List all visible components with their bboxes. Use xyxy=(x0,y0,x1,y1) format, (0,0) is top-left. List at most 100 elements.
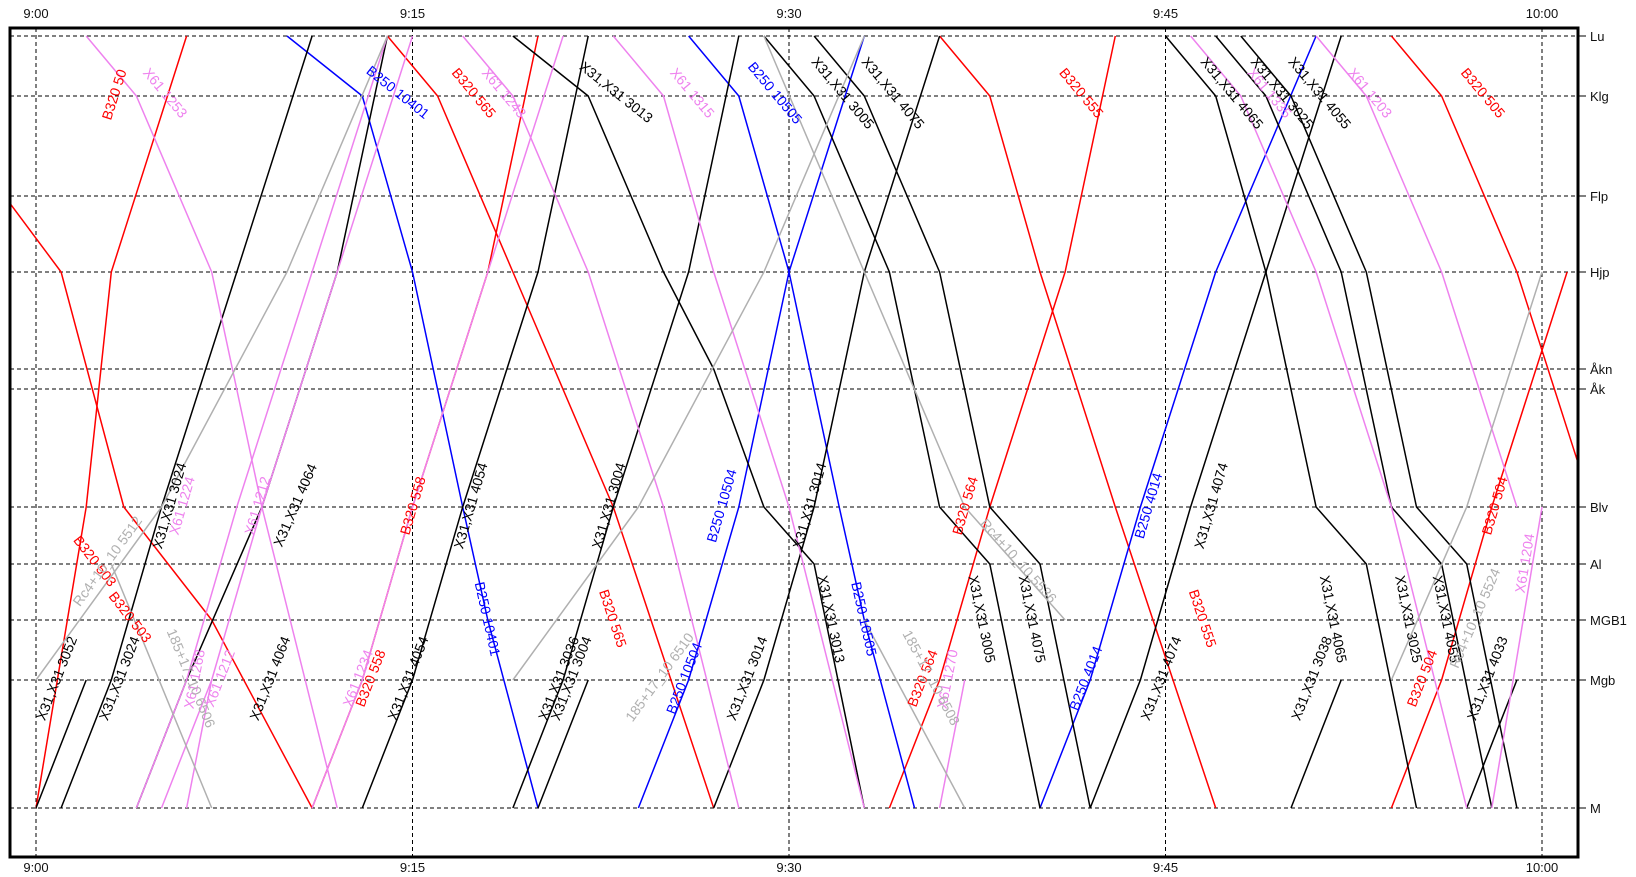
train-path xyxy=(135,35,389,809)
train-path xyxy=(11,203,313,809)
train-path xyxy=(939,35,1217,809)
x-tick-label-top: 9:30 xyxy=(776,6,801,21)
train-path xyxy=(1290,679,1342,809)
train-path xyxy=(512,35,865,681)
train-path xyxy=(1039,35,1317,809)
train-label: X61 1315 xyxy=(667,65,718,121)
x-tick-label-top: 9:45 xyxy=(1153,6,1178,21)
x-tick-label-bottom: 9:45 xyxy=(1153,860,1178,875)
train-label: X31,X31 3013 xyxy=(815,574,849,664)
train-path xyxy=(110,563,213,809)
train-path xyxy=(286,35,539,809)
station-label: Klg xyxy=(1590,89,1609,104)
station-label: Al xyxy=(1590,557,1602,572)
plot-frame xyxy=(8,26,1580,859)
grid xyxy=(10,28,1578,857)
x-tick-label-bottom: 9:15 xyxy=(400,860,425,875)
train-path xyxy=(35,35,389,681)
train-label: B250 4014 xyxy=(1066,644,1106,713)
train-label: X31,X31 4054 xyxy=(384,634,431,723)
x-tick-label-top: 10:00 xyxy=(1526,6,1559,21)
station-label: Flp xyxy=(1590,189,1608,204)
train-path xyxy=(85,35,338,809)
x-tick-label-top: 9:00 xyxy=(23,6,48,21)
train-label: X31,X31 3025 xyxy=(1392,574,1426,664)
train-label: X31,X31 3024 xyxy=(96,634,143,723)
train-label: B250 10401 xyxy=(472,580,504,657)
train-label: B320 558 xyxy=(397,474,429,536)
station-label: Åk xyxy=(1590,382,1606,397)
train-label: X61 1253 xyxy=(140,65,191,121)
train-label: B250 10401 xyxy=(363,62,432,122)
train-path xyxy=(160,35,414,809)
station-label: Hjp xyxy=(1590,265,1610,280)
train-path xyxy=(1390,271,1568,809)
station-label: Blv xyxy=(1590,500,1609,515)
train-label: X31,X31 4064 xyxy=(270,461,320,549)
train-label: B320 505 xyxy=(1458,65,1509,121)
train-label: B320 555 xyxy=(1056,65,1107,121)
train-path xyxy=(185,679,213,809)
train-label: X31,X31 3014 xyxy=(789,461,829,551)
train-path xyxy=(462,35,740,809)
train-label: B320 564 xyxy=(949,474,981,536)
station-label: Åkn xyxy=(1590,362,1612,377)
train-path xyxy=(1315,35,1518,508)
train-paths xyxy=(11,35,1577,809)
train-path xyxy=(1466,679,1518,809)
train-label: X31,X31 3038 xyxy=(1288,634,1335,723)
train-path xyxy=(35,679,87,809)
train-path xyxy=(713,35,941,809)
train-label: B250 4014 xyxy=(1131,471,1165,541)
train-path xyxy=(1491,506,1543,809)
train-label: X31,X31 4064 xyxy=(246,634,293,723)
train-path xyxy=(1190,35,1468,809)
train-label: B320 565 xyxy=(596,587,630,649)
station-label: Mgb xyxy=(1590,673,1615,688)
train-label: B250 10504 xyxy=(703,467,739,544)
train-label: B320 50 xyxy=(98,67,129,122)
train-label: X31,X31 3013 xyxy=(577,58,657,126)
train-label: X31,X31 3014 xyxy=(723,634,770,723)
train-label: B320 504 xyxy=(1478,474,1510,536)
train-path xyxy=(612,35,866,809)
x-tick-label-top: 9:15 xyxy=(400,6,425,21)
train-path xyxy=(637,35,866,809)
train-label: X31,X31 4054 xyxy=(450,461,490,551)
train-label: X61 1203 xyxy=(1345,65,1396,121)
train-path xyxy=(1089,35,1342,809)
train-label: B250 10505 xyxy=(745,59,806,127)
train-path xyxy=(537,679,589,809)
train-path xyxy=(763,35,1066,621)
train-label: B250 10505 xyxy=(848,580,880,657)
train-path xyxy=(1390,271,1543,681)
train-label: X31,X31 4074 xyxy=(1191,461,1231,551)
train-label: X31,X31 3052 xyxy=(33,634,80,723)
train-path xyxy=(1390,35,1577,463)
train-path xyxy=(1215,35,1493,809)
train-label: X61 1212 xyxy=(241,474,273,536)
train-label: B320 555 xyxy=(1186,587,1220,649)
train-path xyxy=(688,35,916,809)
train-path xyxy=(863,619,966,809)
x-tick-label-bottom: 9:30 xyxy=(776,860,801,875)
train-path xyxy=(311,35,564,809)
x-tick-label-bottom: 10:00 xyxy=(1526,860,1559,875)
train-path xyxy=(35,35,188,809)
axes: 9:00 9:00 9:15 9:15 9:30 9:30 9:45 9:45 10:00 10:… xyxy=(23,6,1627,875)
train-path xyxy=(512,35,866,809)
x-tick-label-bottom: 9:00 xyxy=(23,860,48,875)
station-label: M xyxy=(1590,801,1601,816)
train-path xyxy=(512,35,740,809)
train-path xyxy=(1240,35,1518,809)
station-label: MGB1 xyxy=(1590,613,1627,628)
train-label: Rc4+10_10 5512 xyxy=(69,513,145,609)
train-path xyxy=(813,35,1091,809)
station-label: Lu xyxy=(1590,29,1604,44)
train-label: Rc4+10_10 5536 xyxy=(977,515,1060,606)
train-label: X61 1204 xyxy=(1512,532,1538,594)
train-path xyxy=(938,679,966,809)
train-path xyxy=(386,35,715,809)
train-path xyxy=(1164,35,1418,809)
